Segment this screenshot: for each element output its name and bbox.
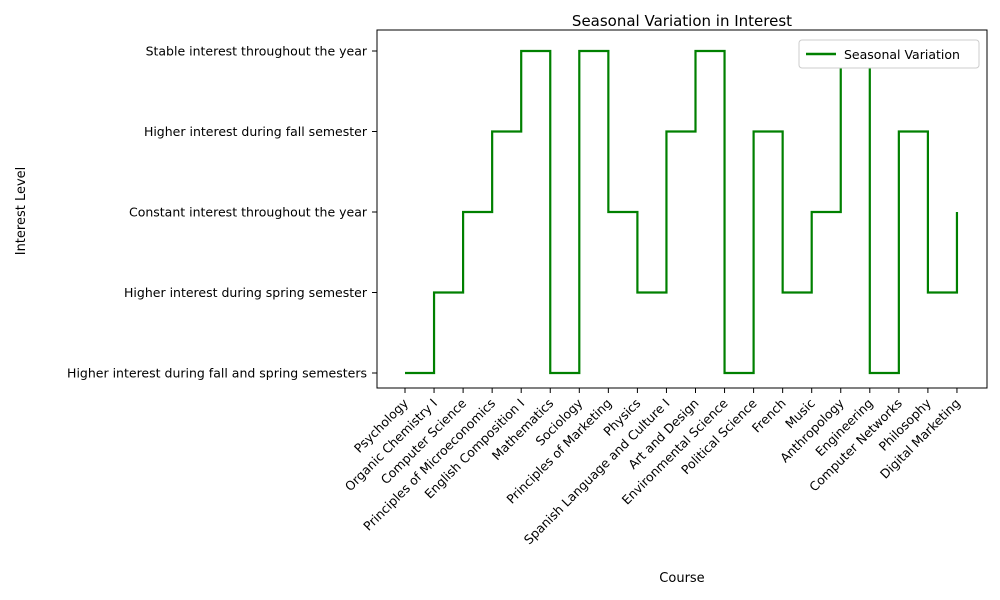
legend: Seasonal Variation [798, 39, 980, 69]
series-line [405, 49, 959, 375]
y-axis-title: Interest Level [14, 167, 29, 256]
y-tick-label: Stable interest throughout the year [146, 44, 368, 59]
y-tick-label: Higher interest during fall and spring s… [67, 366, 367, 381]
y-tick-label: Constant interest throughout the year [129, 205, 368, 220]
chart-title: Seasonal Variation in Interest [572, 12, 792, 30]
y-tick-label: Higher interest during fall semester [144, 124, 368, 139]
legend-label: Seasonal Variation [844, 47, 960, 62]
x-axis-title: Course [659, 571, 704, 586]
plot-frame [376, 29, 988, 389]
legend-box [798, 39, 980, 69]
y-tick-label: Higher interest during spring semester [124, 285, 368, 300]
